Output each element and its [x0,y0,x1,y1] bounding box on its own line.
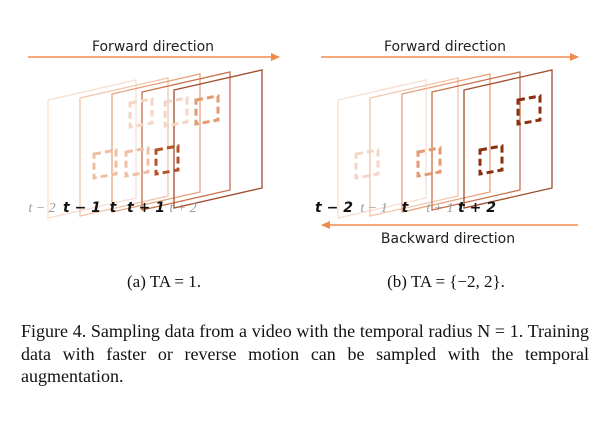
frame-a-2 [111,73,201,213]
subcaption-b: (b) TA = {−2, 2}. [387,272,505,291]
frames-b [337,69,553,219]
tick-a-3: t + 1 [127,200,165,216]
ticks-b: t − 2 t − 1 t t + 1 t + 2 [315,200,496,216]
box-a-4 [124,146,150,178]
box-b-1 [416,146,442,178]
box-b-2 [478,144,504,176]
figure-caption: Figure 4. Sampling data from a video wit… [21,321,589,386]
frame-b-2 [401,73,491,213]
tick-b-3: t + 1 [426,201,453,216]
frame-b-1 [369,77,459,217]
backward-label-b: Backward direction [381,231,515,247]
frame-b-3 [431,71,521,211]
frame-b-0 [337,79,427,219]
frame-a-1 [79,77,169,217]
forward-label-a: Forward direction [92,39,214,55]
frames-a [47,69,263,219]
box-b-0 [354,148,380,180]
frame-b-4 [463,69,553,209]
tick-b-2: t [402,200,410,216]
tick-b-4: t + 2 [458,200,496,216]
panel-a: Forward direction t − 2 t − 1 t t + 1 t … [28,39,280,291]
panel-b: Forward direction t − 2 t − 1 t t + 1 t … [315,39,579,291]
box-a-2 [194,94,220,126]
subcaption-a: (a) TA = 1. [127,272,201,291]
box-b-3 [516,94,542,126]
tick-b-0: t − 2 [315,200,353,216]
frame-a-0 [47,79,137,219]
forward-label-b: Forward direction [384,39,506,55]
tick-a-0: t − 2 [28,201,55,216]
tick-a-4: t + 2 [169,201,196,216]
box-a-1 [163,96,189,128]
box-a-0 [128,97,154,129]
frame-a-3 [141,71,231,211]
frame-a-4 [173,69,263,209]
box-a-5 [154,144,180,176]
ticks-a: t − 2 t − 1 t t + 1 t + 2 [28,200,196,216]
tick-a-2: t [110,200,118,216]
tick-b-1: t − 1 [360,201,387,216]
tick-a-1: t − 1 [63,200,101,216]
box-a-3 [92,148,118,180]
